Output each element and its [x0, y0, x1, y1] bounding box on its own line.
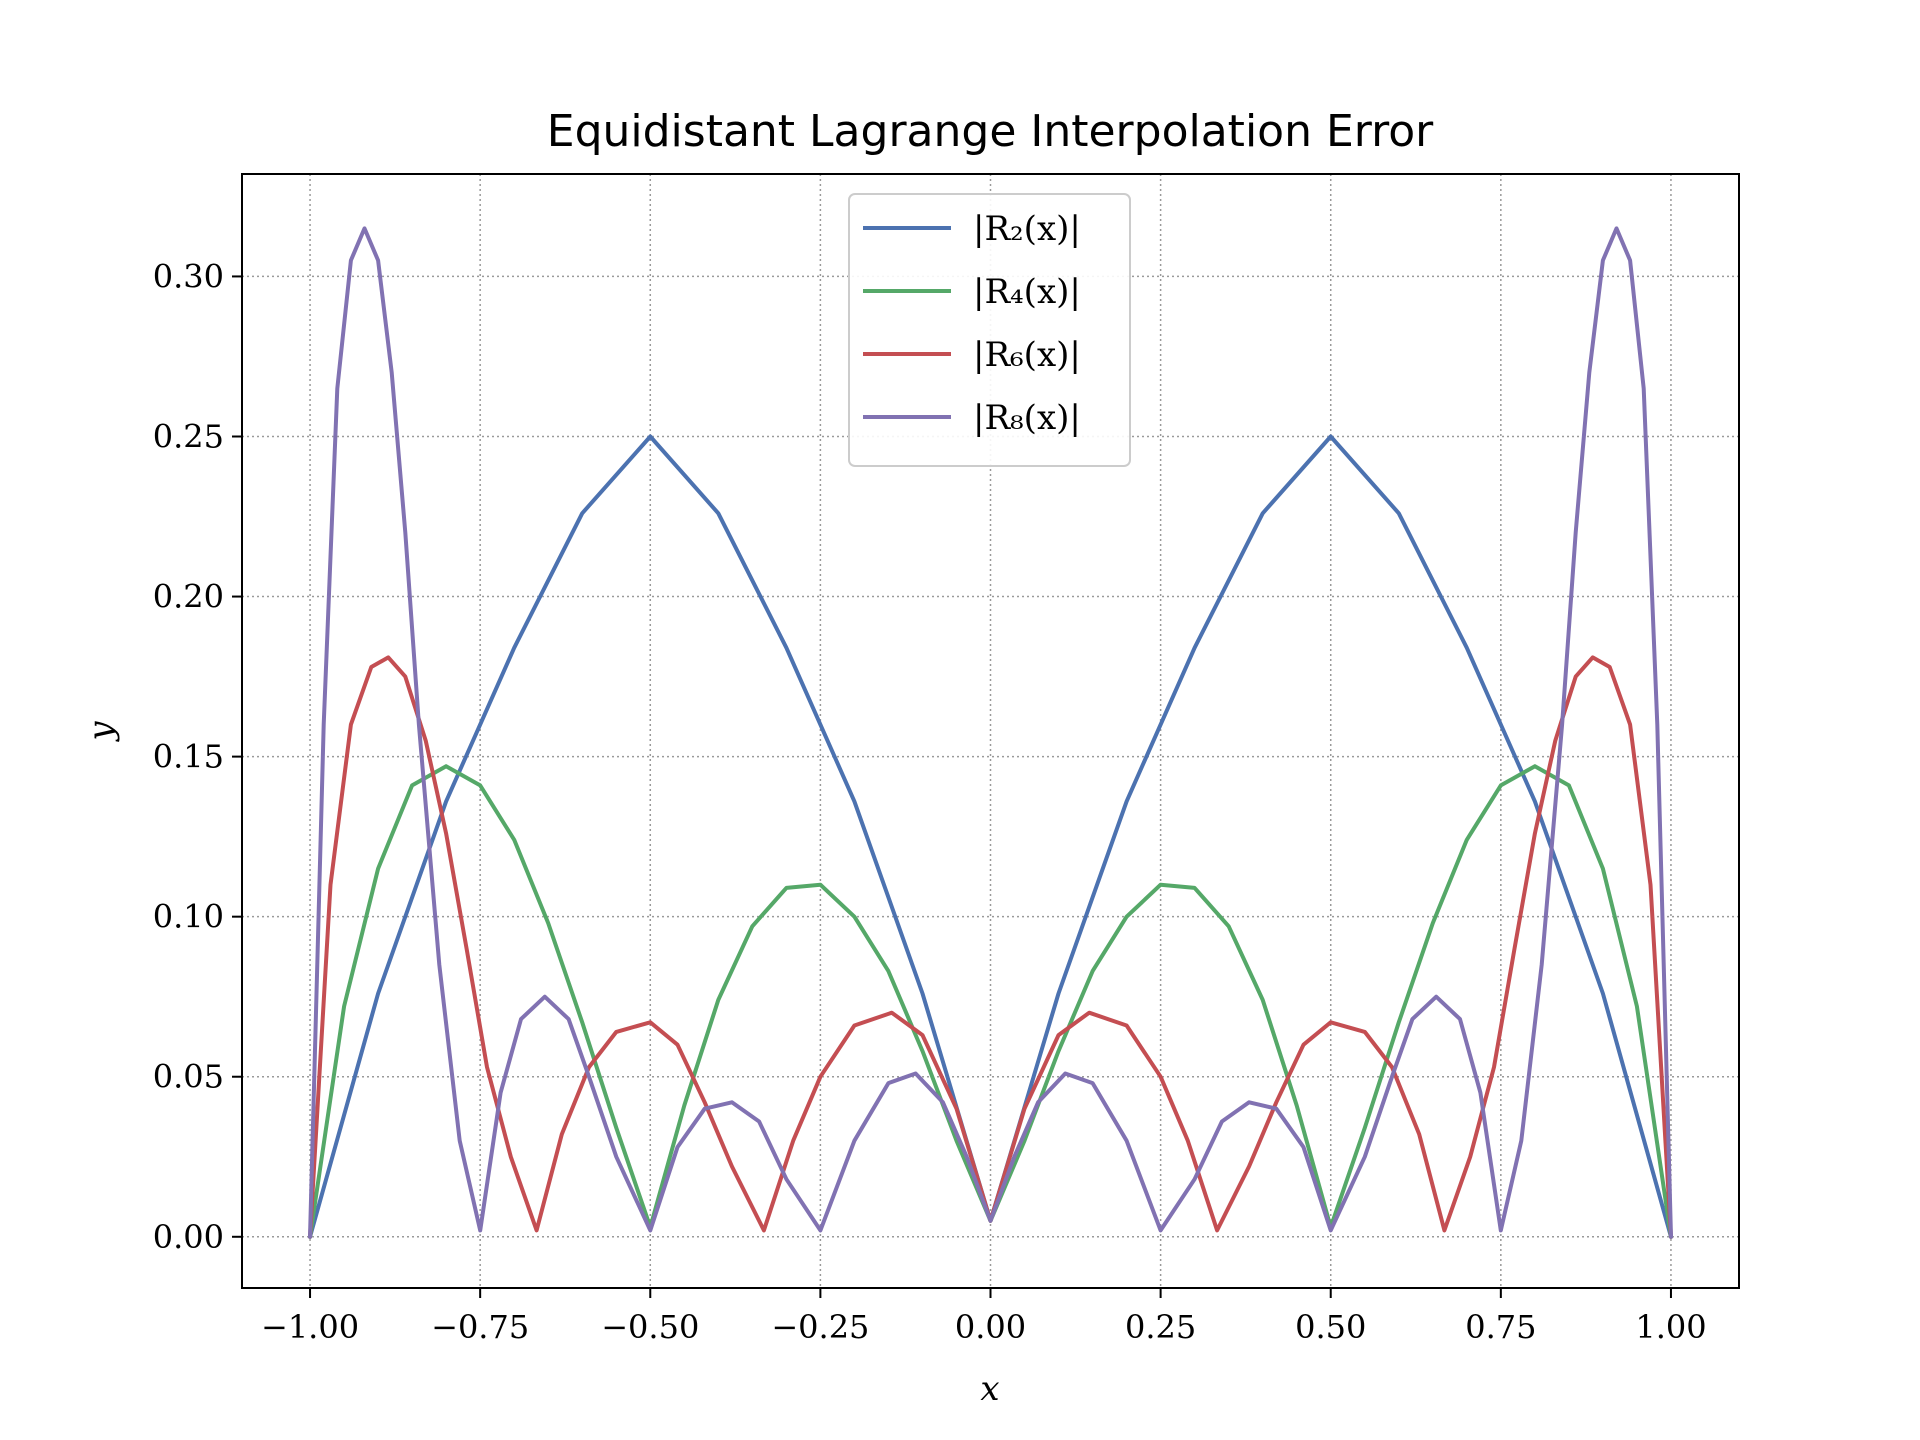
y-tick-label: 0.10 [153, 898, 224, 936]
legend-box [848, 193, 1131, 467]
x-tick-label: −0.50 [601, 1308, 699, 1346]
x-tick-label: −0.25 [771, 1308, 869, 1346]
y-tick-label: 0.05 [153, 1058, 224, 1096]
x-tick-label: 1.00 [1635, 1308, 1706, 1346]
series-line-4 [308, 226, 1673, 1239]
x-tick-label: 0.00 [955, 1308, 1026, 1346]
y-tick-label: 0.15 [153, 738, 224, 776]
x-tick-label: 0.50 [1295, 1308, 1366, 1346]
grid [242, 174, 1739, 1288]
x-tick-label: −1.00 [261, 1308, 359, 1346]
x-tick-label: 0.75 [1465, 1308, 1536, 1346]
y-tick-label: 0.00 [153, 1218, 224, 1256]
series-lines [308, 226, 1673, 1239]
legend-label-4: |R₈(x)| [973, 398, 1081, 438]
y-tick-label: 0.25 [153, 417, 224, 455]
legend-label-2: |R₄(x)| [973, 272, 1081, 312]
axis-ticks: −1.00 −0.75 −0.50 −0.25 0.00 0.25 0.50 0.75 1.00… [153, 257, 1707, 1346]
legend-label-3: |R₆(x)| [973, 335, 1081, 375]
y-tick-label: 0.20 [153, 578, 224, 616]
legend-label-1: |R₂(x)| [973, 209, 1081, 249]
x-tick-label: −0.75 [431, 1308, 529, 1346]
y-axis-label: y [81, 721, 121, 743]
chart-title: Equidistant Lagrange Interpolation Error [547, 106, 1434, 157]
x-tick-label: 0.25 [1125, 1308, 1196, 1346]
y-tick-label: 0.30 [153, 257, 224, 295]
legend: |R₂(x)| |R₄(x)| |R₆(x)| |R₈(x)| [848, 193, 1131, 467]
x-axis-label: x [980, 1369, 999, 1409]
